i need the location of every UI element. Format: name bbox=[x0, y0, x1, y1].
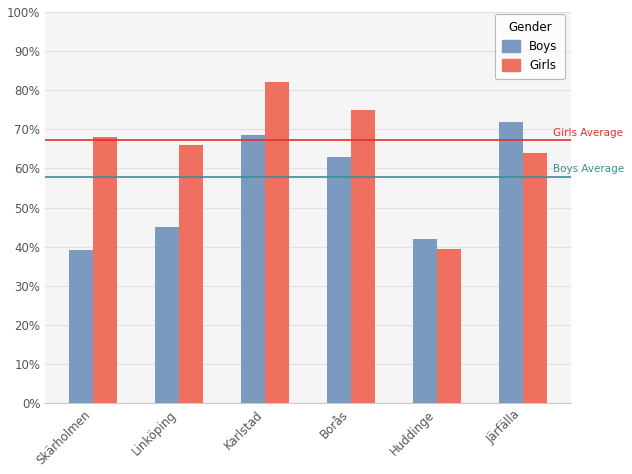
Bar bbox=[93, 137, 117, 403]
Bar bbox=[327, 157, 351, 403]
Bar bbox=[241, 135, 265, 403]
Text: Girls Average: Girls Average bbox=[553, 128, 623, 137]
Bar bbox=[499, 121, 523, 403]
Bar bbox=[351, 110, 375, 403]
Bar bbox=[523, 153, 547, 403]
Bar bbox=[413, 239, 437, 403]
Bar bbox=[265, 82, 289, 403]
Legend: Boys, Girls: Boys, Girls bbox=[495, 14, 564, 79]
Bar bbox=[437, 249, 461, 403]
Bar bbox=[155, 227, 179, 403]
Bar bbox=[179, 145, 203, 403]
Bar bbox=[69, 250, 93, 403]
Text: Boys Average: Boys Average bbox=[553, 164, 624, 174]
